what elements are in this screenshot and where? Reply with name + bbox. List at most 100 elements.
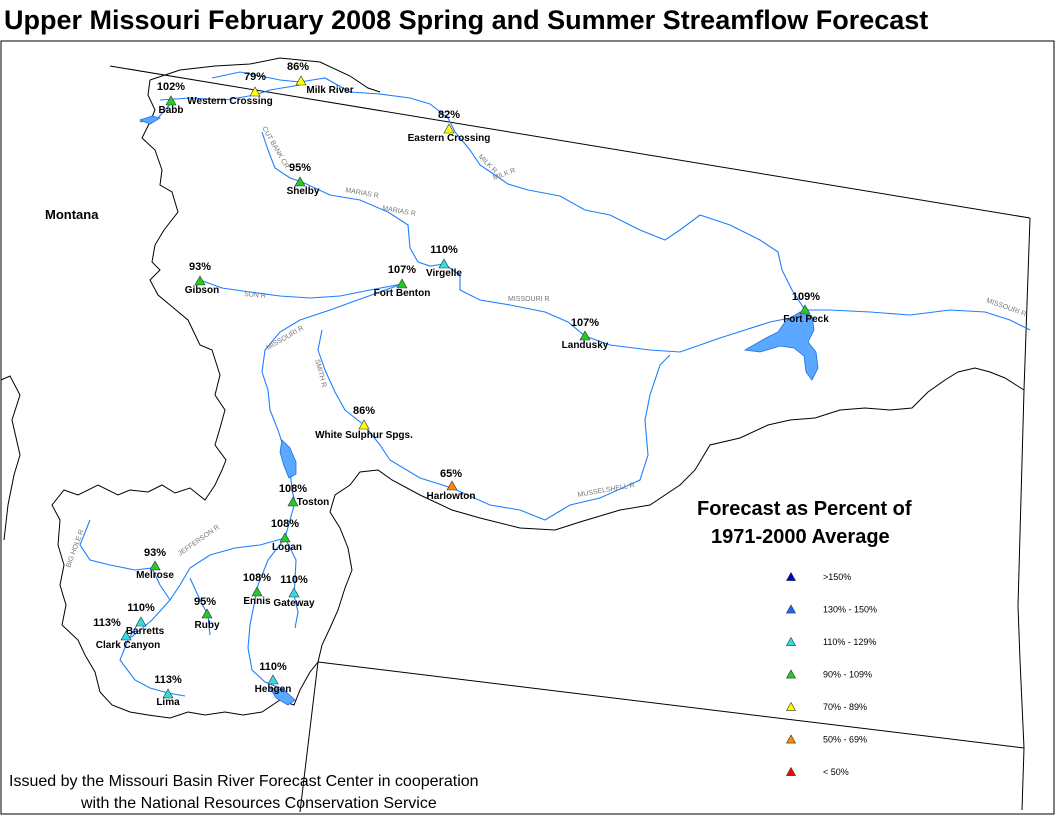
station-marker (249, 86, 261, 97)
station-marker (201, 608, 213, 619)
station-percent: 108% (243, 572, 271, 584)
station-marker (120, 630, 132, 641)
legend-item: 50% - 69% (785, 734, 867, 745)
legend-marker (785, 604, 797, 614)
legend-marker (785, 701, 797, 711)
station-percent: 113% (154, 674, 182, 686)
river-label: SMITH R (313, 359, 327, 389)
basin-boundary (51, 79, 1025, 719)
state-label: Montana (45, 207, 99, 222)
station-name: Clark Canyon (96, 640, 160, 651)
missouri-main (443, 263, 1031, 353)
station-name: Landusky (562, 340, 609, 351)
station-harlowton: 65% Harlowton (427, 468, 476, 502)
sun-river (199, 279, 403, 299)
station-name: Fort Peck (783, 314, 829, 325)
musselshell-river (363, 354, 671, 521)
legend-item: 70% - 89% (785, 701, 867, 712)
station-marker (287, 496, 299, 507)
legend-marker (785, 669, 797, 679)
station-milk-river: 86% Milk River (287, 61, 354, 96)
missouri-upper (261, 283, 403, 539)
station-marker (438, 258, 450, 269)
station-name: Lima (156, 697, 180, 708)
idaho-west-border (0, 375, 21, 541)
station-marker (294, 176, 306, 187)
state-borders (0, 65, 1031, 813)
station-white-sulphur-spgs: 86% White Sulphur Spgs. (315, 405, 413, 441)
station-percent: 82% (438, 109, 460, 121)
station-marker (799, 304, 811, 315)
legend-label: 110% - 129% (823, 637, 876, 647)
station-percent: 102% (157, 81, 185, 93)
station-name: Gateway (273, 598, 315, 609)
legend-item: 110% - 129% (785, 636, 876, 647)
station-percent: 110% (430, 244, 458, 256)
station-melrose: 93% Melrose (136, 547, 174, 581)
legend-item: 130% - 150% (785, 604, 877, 615)
river-label: SUN R (244, 291, 266, 300)
station-percent: 65% (440, 468, 462, 480)
station-name: Logan (272, 542, 302, 553)
station-name: Toston (297, 497, 330, 508)
station-ruby: 95% Ruby (194, 596, 220, 631)
station-name: Barretts (126, 626, 165, 637)
station-name: Gibson (185, 285, 219, 296)
station-name: Shelby (287, 186, 320, 197)
station-percent: 93% (189, 261, 211, 273)
station-percent: 109% (792, 291, 820, 303)
station-percent: 86% (287, 61, 309, 73)
station-eastern-crossing: 82% Eastern Crossing (408, 109, 491, 144)
station-babb: 102% Babb (157, 81, 185, 116)
station-shelby: 95% Shelby (287, 162, 320, 197)
milk-river (211, 71, 806, 311)
station-virgelle: 110% Virgelle (426, 244, 462, 279)
station-percent: 113% (93, 617, 121, 629)
legend-marker (785, 734, 797, 744)
station-fort-benton: 107% Fort Benton (374, 264, 431, 299)
station-percent: 95% (194, 596, 216, 608)
station-fort-peck: 109% Fort Peck (783, 291, 829, 325)
station-marker (396, 278, 408, 289)
station-hebgen: 110% Hebgen (255, 661, 292, 695)
station-name: Virgelle (426, 268, 462, 279)
station-percent: 110% (259, 661, 287, 673)
babb-lake (138, 115, 162, 125)
legend-item: 90% - 109% (785, 669, 872, 680)
map-title: Upper Missouri February 2008 Spring and … (4, 5, 928, 35)
station-marker (194, 275, 206, 286)
station-percent: 107% (388, 264, 416, 276)
station-name: White Sulphur Spgs. (315, 430, 413, 441)
station-marker (295, 75, 307, 86)
station-percent: 93% (144, 547, 166, 559)
station-percent: 110% (127, 602, 155, 614)
station-name: Melrose (136, 570, 174, 581)
legend-label: 50% - 69% (823, 735, 867, 745)
river-label: CUT BANK CR (260, 126, 290, 170)
canada-border (109, 65, 1031, 219)
station-percent: 86% (353, 405, 375, 417)
station-name: Hebgen (255, 684, 292, 695)
legend-label: < 50% (823, 767, 849, 777)
legend: Forecast as Percent of 1971-2000 Average… (697, 498, 912, 777)
marias-river (301, 181, 445, 267)
station-marker (149, 560, 161, 571)
river-label: MARIAS R (382, 205, 417, 218)
station-percent: 108% (279, 483, 307, 495)
ruby-river (189, 577, 211, 636)
station-percent: 79% (244, 71, 266, 83)
station-marker (358, 419, 370, 430)
idaho-border-south (299, 661, 319, 813)
station-toston: 108% Toston (279, 483, 329, 508)
legend-item: >150% (785, 571, 851, 582)
legend-marker (785, 636, 797, 646)
cut-bank-creek (261, 131, 303, 183)
station-marker (267, 674, 279, 685)
station-barretts: 110% Barretts (126, 602, 165, 637)
rivers (79, 71, 1031, 697)
river-label: JEFFERSON R (177, 524, 221, 558)
station-name: Babb (159, 105, 184, 116)
station-percent: 95% (289, 162, 311, 174)
station-gateway: 110% Gateway (273, 574, 315, 609)
